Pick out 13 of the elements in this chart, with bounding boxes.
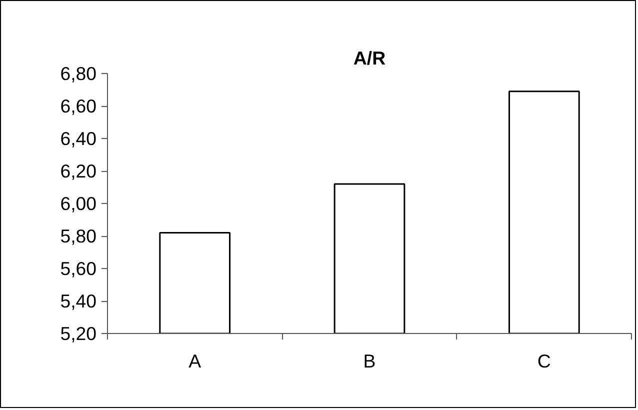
y-tick-label: 5,80	[60, 226, 96, 246]
x-tick-label: C	[537, 350, 551, 372]
y-tick-label: 5,20	[60, 323, 96, 344]
y-tick-label: 5,60	[60, 258, 96, 279]
x-tick-label: A	[188, 350, 202, 372]
x-tick-label: B	[363, 350, 376, 372]
y-tick-label: 5,40	[60, 290, 96, 312]
y-tick-label: 6,60	[60, 96, 96, 116]
chart-title: A/R	[353, 48, 386, 68]
y-tick-label: 6,80	[60, 63, 96, 84]
y-tick-label: 6,00	[60, 193, 96, 214]
y-tick-label: 6,40	[60, 128, 96, 149]
y-tick-label: 6,20	[60, 160, 96, 182]
